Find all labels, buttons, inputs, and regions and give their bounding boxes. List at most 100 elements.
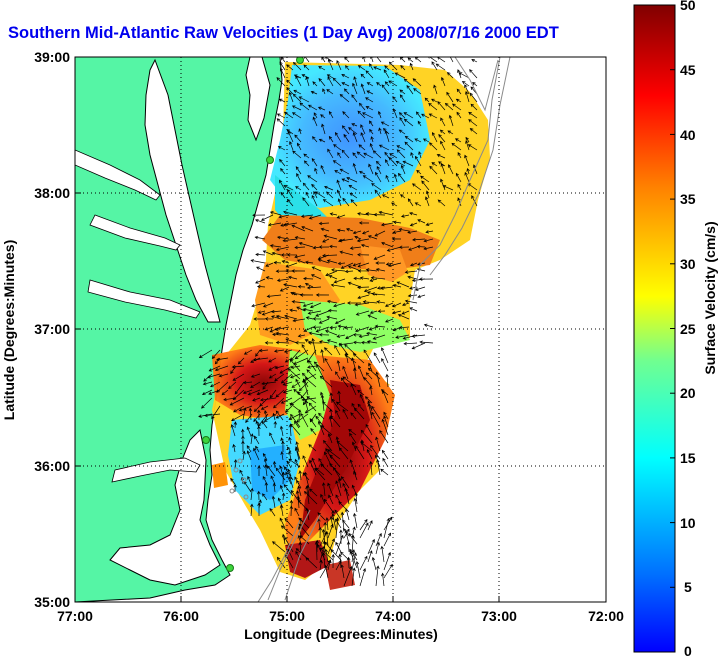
velocity-arrow <box>400 164 406 175</box>
velocity-arrow <box>399 94 406 103</box>
velocity-arrow <box>228 381 237 390</box>
velocity-arrow <box>449 57 454 63</box>
velocity-arrow <box>376 165 382 175</box>
velocity-arrow <box>343 88 350 95</box>
velocity-arrow <box>385 373 389 388</box>
velocity-arrow <box>375 371 381 388</box>
velocity-arrow <box>339 250 354 256</box>
velocity-arrow <box>210 381 221 388</box>
velocity-arrow <box>350 412 357 420</box>
velocity-arrow <box>305 76 310 87</box>
velocity-arrow <box>396 281 410 288</box>
velocity-arrow <box>444 102 454 111</box>
velocity-arrow <box>314 191 326 199</box>
velocity-arrow <box>365 70 374 79</box>
velocity-arrow <box>318 526 322 539</box>
velocity-arrow <box>417 294 426 299</box>
velocity-arrow <box>351 567 356 587</box>
velocity-arrow <box>257 310 266 314</box>
velocity-arrow <box>331 513 337 531</box>
velocity-arrow <box>338 238 354 243</box>
velocity-arrow <box>398 227 410 232</box>
velocity-arrow <box>371 292 386 296</box>
velocity-arrow <box>360 83 366 95</box>
velocity-arrow <box>457 152 462 159</box>
velocity-arrow <box>297 284 306 289</box>
velocity-arrow <box>357 110 366 119</box>
velocity-arrow <box>372 150 382 159</box>
velocity-arrow <box>318 340 330 344</box>
velocity-arrow <box>297 391 309 404</box>
velocity-arrow <box>296 173 302 183</box>
velocity-arrow <box>320 349 325 364</box>
velocity-arrow <box>465 136 470 143</box>
velocity-arrow <box>472 164 478 175</box>
velocity-arrow <box>252 397 261 402</box>
velocity-arrow <box>367 403 373 420</box>
velocity-arrow <box>326 259 338 264</box>
velocity-arrow <box>315 415 325 428</box>
velocity-arrow <box>375 541 381 555</box>
velocity-arrow <box>360 340 370 345</box>
velocity-arrow <box>282 389 293 394</box>
velocity-arrow <box>375 261 385 265</box>
velocity-arrow <box>323 498 334 513</box>
x-axis-label: Longitude (Degrees:Minutes) <box>244 626 438 642</box>
velocity-arrow <box>362 300 378 304</box>
velocity-arrow <box>367 550 373 563</box>
velocity-arrow <box>279 504 284 517</box>
velocity-arrow <box>364 396 373 404</box>
velocity-arrow <box>294 507 300 517</box>
velocity-arrow <box>264 464 268 477</box>
velocity-arrow <box>321 123 326 135</box>
velocity-arrow <box>365 106 374 111</box>
velocity-arrow <box>341 82 350 87</box>
velocity-arrow <box>300 412 309 428</box>
velocity-arrow <box>383 517 390 539</box>
velocity-arrow <box>214 357 221 365</box>
velocity-arrow <box>354 492 358 505</box>
velocity-arrow <box>384 151 390 159</box>
velocity-arrow <box>246 450 252 461</box>
velocity-arrow <box>232 373 245 381</box>
velocity-arrow <box>257 409 261 421</box>
velocity-arrow <box>261 381 277 386</box>
velocity-arrow <box>286 198 294 207</box>
velocity-arrow <box>275 410 284 421</box>
velocity-arrow <box>311 183 318 191</box>
velocity-arrow <box>359 567 367 587</box>
velocity-arrow <box>313 361 325 372</box>
velocity-arrow <box>308 331 322 336</box>
velocity-arrow <box>309 302 322 309</box>
velocity-arrow <box>360 124 366 135</box>
velocity-arrow <box>357 252 370 257</box>
velocity-arrow <box>285 338 298 344</box>
colorbar-tick-label: 20 <box>680 385 696 401</box>
velocity-arrow <box>357 365 365 380</box>
velocity-arrow <box>281 533 286 545</box>
velocity-arrow <box>370 276 386 280</box>
velocity-arrow <box>262 250 274 256</box>
velocity-arrow <box>251 302 266 308</box>
velocity-arrow <box>358 221 370 225</box>
velocity-arrow <box>324 564 329 579</box>
velocity-arrow <box>301 344 309 356</box>
velocity-arrow <box>283 466 294 481</box>
velocity-arrow <box>403 341 418 346</box>
velocity-arrow <box>322 238 330 243</box>
velocity-arrow <box>357 285 370 290</box>
velocity-arrow <box>332 160 342 167</box>
velocity-arrow <box>365 268 378 272</box>
velocity-arrow <box>300 214 314 218</box>
velocity-arrow <box>282 238 298 243</box>
velocity-arrow <box>273 420 278 429</box>
velocity-arrow <box>307 341 322 345</box>
velocity-arrow <box>319 375 333 388</box>
velocity-arrow <box>297 485 302 497</box>
velocity-arrow <box>407 57 414 63</box>
velocity-arrow <box>337 324 346 329</box>
velocity-arrow <box>329 454 341 468</box>
velocity-arrow <box>263 409 268 421</box>
velocity-arrow <box>284 517 294 529</box>
velocity-arrow <box>381 572 385 587</box>
